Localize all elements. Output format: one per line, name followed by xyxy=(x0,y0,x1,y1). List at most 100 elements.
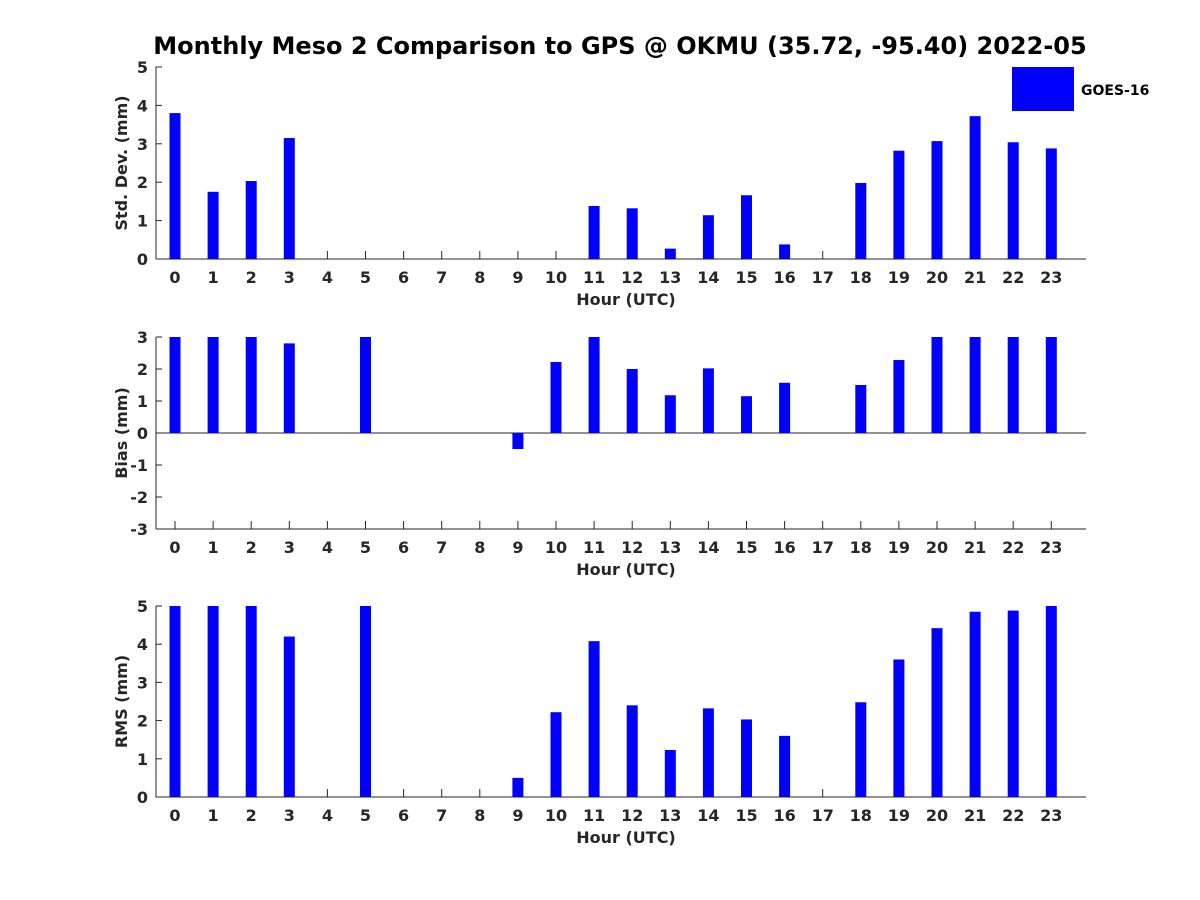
bar xyxy=(779,244,791,259)
x-tick-label: 18 xyxy=(850,806,872,825)
bar xyxy=(245,337,257,433)
bar xyxy=(1045,337,1057,433)
y-tick-label: 2 xyxy=(137,173,148,192)
x-tick-label: 16 xyxy=(773,806,795,825)
y-tick-label: 0 xyxy=(137,250,148,269)
x-tick-label: 14 xyxy=(697,538,719,557)
x-tick-label: 23 xyxy=(1040,268,1062,287)
x-tick-label: 19 xyxy=(888,268,910,287)
x-tick-label: 15 xyxy=(735,806,757,825)
bar xyxy=(931,337,943,433)
bar xyxy=(893,360,905,433)
bar xyxy=(588,206,600,259)
x-tick-label: 20 xyxy=(926,538,948,557)
x-tick-label: 23 xyxy=(1040,806,1062,825)
x-tick-label: 6 xyxy=(398,538,409,557)
bar xyxy=(283,138,295,259)
x-tick-label: 6 xyxy=(398,268,409,287)
bar xyxy=(283,343,295,433)
bar xyxy=(664,395,676,433)
x-tick-label: 20 xyxy=(926,806,948,825)
x-tick-label: 0 xyxy=(169,268,180,287)
bar xyxy=(855,385,867,433)
x-tick-label: 18 xyxy=(850,538,872,557)
bar xyxy=(169,606,181,797)
legend-swatch xyxy=(1012,67,1074,111)
bar xyxy=(969,611,981,797)
bar xyxy=(779,735,791,797)
bar xyxy=(245,181,257,259)
bar xyxy=(1045,606,1057,797)
x-tick-label: 13 xyxy=(659,538,681,557)
y-tick-label: 3 xyxy=(137,135,148,154)
bar xyxy=(702,708,714,797)
x-tick-label: 2 xyxy=(246,806,257,825)
bar xyxy=(512,433,524,449)
bar xyxy=(360,606,371,797)
bar xyxy=(1007,610,1019,797)
x-tick-label: 19 xyxy=(888,806,910,825)
bar xyxy=(969,116,981,259)
x-tick-label: 4 xyxy=(322,538,333,557)
bar xyxy=(169,113,181,259)
bar xyxy=(626,208,638,259)
bar xyxy=(702,215,714,259)
x-tick-label: 4 xyxy=(322,806,333,825)
x-tick-label: 11 xyxy=(583,538,605,557)
y-tick-label: 4 xyxy=(137,635,148,654)
x-tick-label: 21 xyxy=(964,268,986,287)
x-tick-label: 1 xyxy=(208,268,219,287)
bar xyxy=(855,182,867,259)
y-tick-label: 2 xyxy=(137,712,148,731)
bar xyxy=(588,337,600,433)
chart-title: Monthly Meso 2 Comparison to GPS @ OKMU … xyxy=(153,32,1086,60)
x-axis-label: Hour (UTC) xyxy=(576,290,676,309)
x-tick-label: 19 xyxy=(888,538,910,557)
x-tick-label: 15 xyxy=(735,268,757,287)
y-tick-label: 4 xyxy=(137,96,148,115)
x-tick-label: 8 xyxy=(474,806,485,825)
y-tick-label: -3 xyxy=(130,520,148,539)
legend-label: GOES-16 xyxy=(1081,83,1149,99)
bar xyxy=(741,396,752,433)
legend: GOES-16 xyxy=(1012,67,1149,111)
x-tick-label: 3 xyxy=(284,538,295,557)
bar xyxy=(550,361,562,433)
x-tick-label: 14 xyxy=(697,806,719,825)
x-tick-label: 2 xyxy=(246,268,257,287)
x-tick-label: 17 xyxy=(812,538,834,557)
x-tick-label: 9 xyxy=(512,806,523,825)
x-tick-label: 22 xyxy=(1002,268,1024,287)
bar xyxy=(1007,142,1019,259)
bar xyxy=(741,719,752,797)
y-tick-label: 0 xyxy=(137,788,148,807)
y-tick-label: 3 xyxy=(137,673,148,692)
x-tick-label: 10 xyxy=(545,538,567,557)
bar xyxy=(207,606,219,797)
x-tick-label: 12 xyxy=(621,806,643,825)
y-tick-label: 1 xyxy=(137,750,148,769)
x-tick-label: 17 xyxy=(812,806,834,825)
x-tick-label: 5 xyxy=(360,806,371,825)
bar xyxy=(931,141,943,259)
x-tick-label: 8 xyxy=(474,268,485,287)
x-tick-label: 21 xyxy=(964,538,986,557)
x-tick-label: 14 xyxy=(697,268,719,287)
x-tick-label: 0 xyxy=(169,538,180,557)
y-tick-label: -1 xyxy=(130,456,148,475)
bar xyxy=(207,191,219,259)
bar xyxy=(664,750,676,797)
bar xyxy=(283,636,295,797)
bar xyxy=(588,641,600,797)
bar xyxy=(245,606,257,797)
bar xyxy=(169,337,181,433)
y-tick-label: -2 xyxy=(130,488,148,507)
y-axis-label: Std. Dev. (mm) xyxy=(112,95,131,230)
bar xyxy=(207,337,219,433)
x-tick-label: 12 xyxy=(621,268,643,287)
